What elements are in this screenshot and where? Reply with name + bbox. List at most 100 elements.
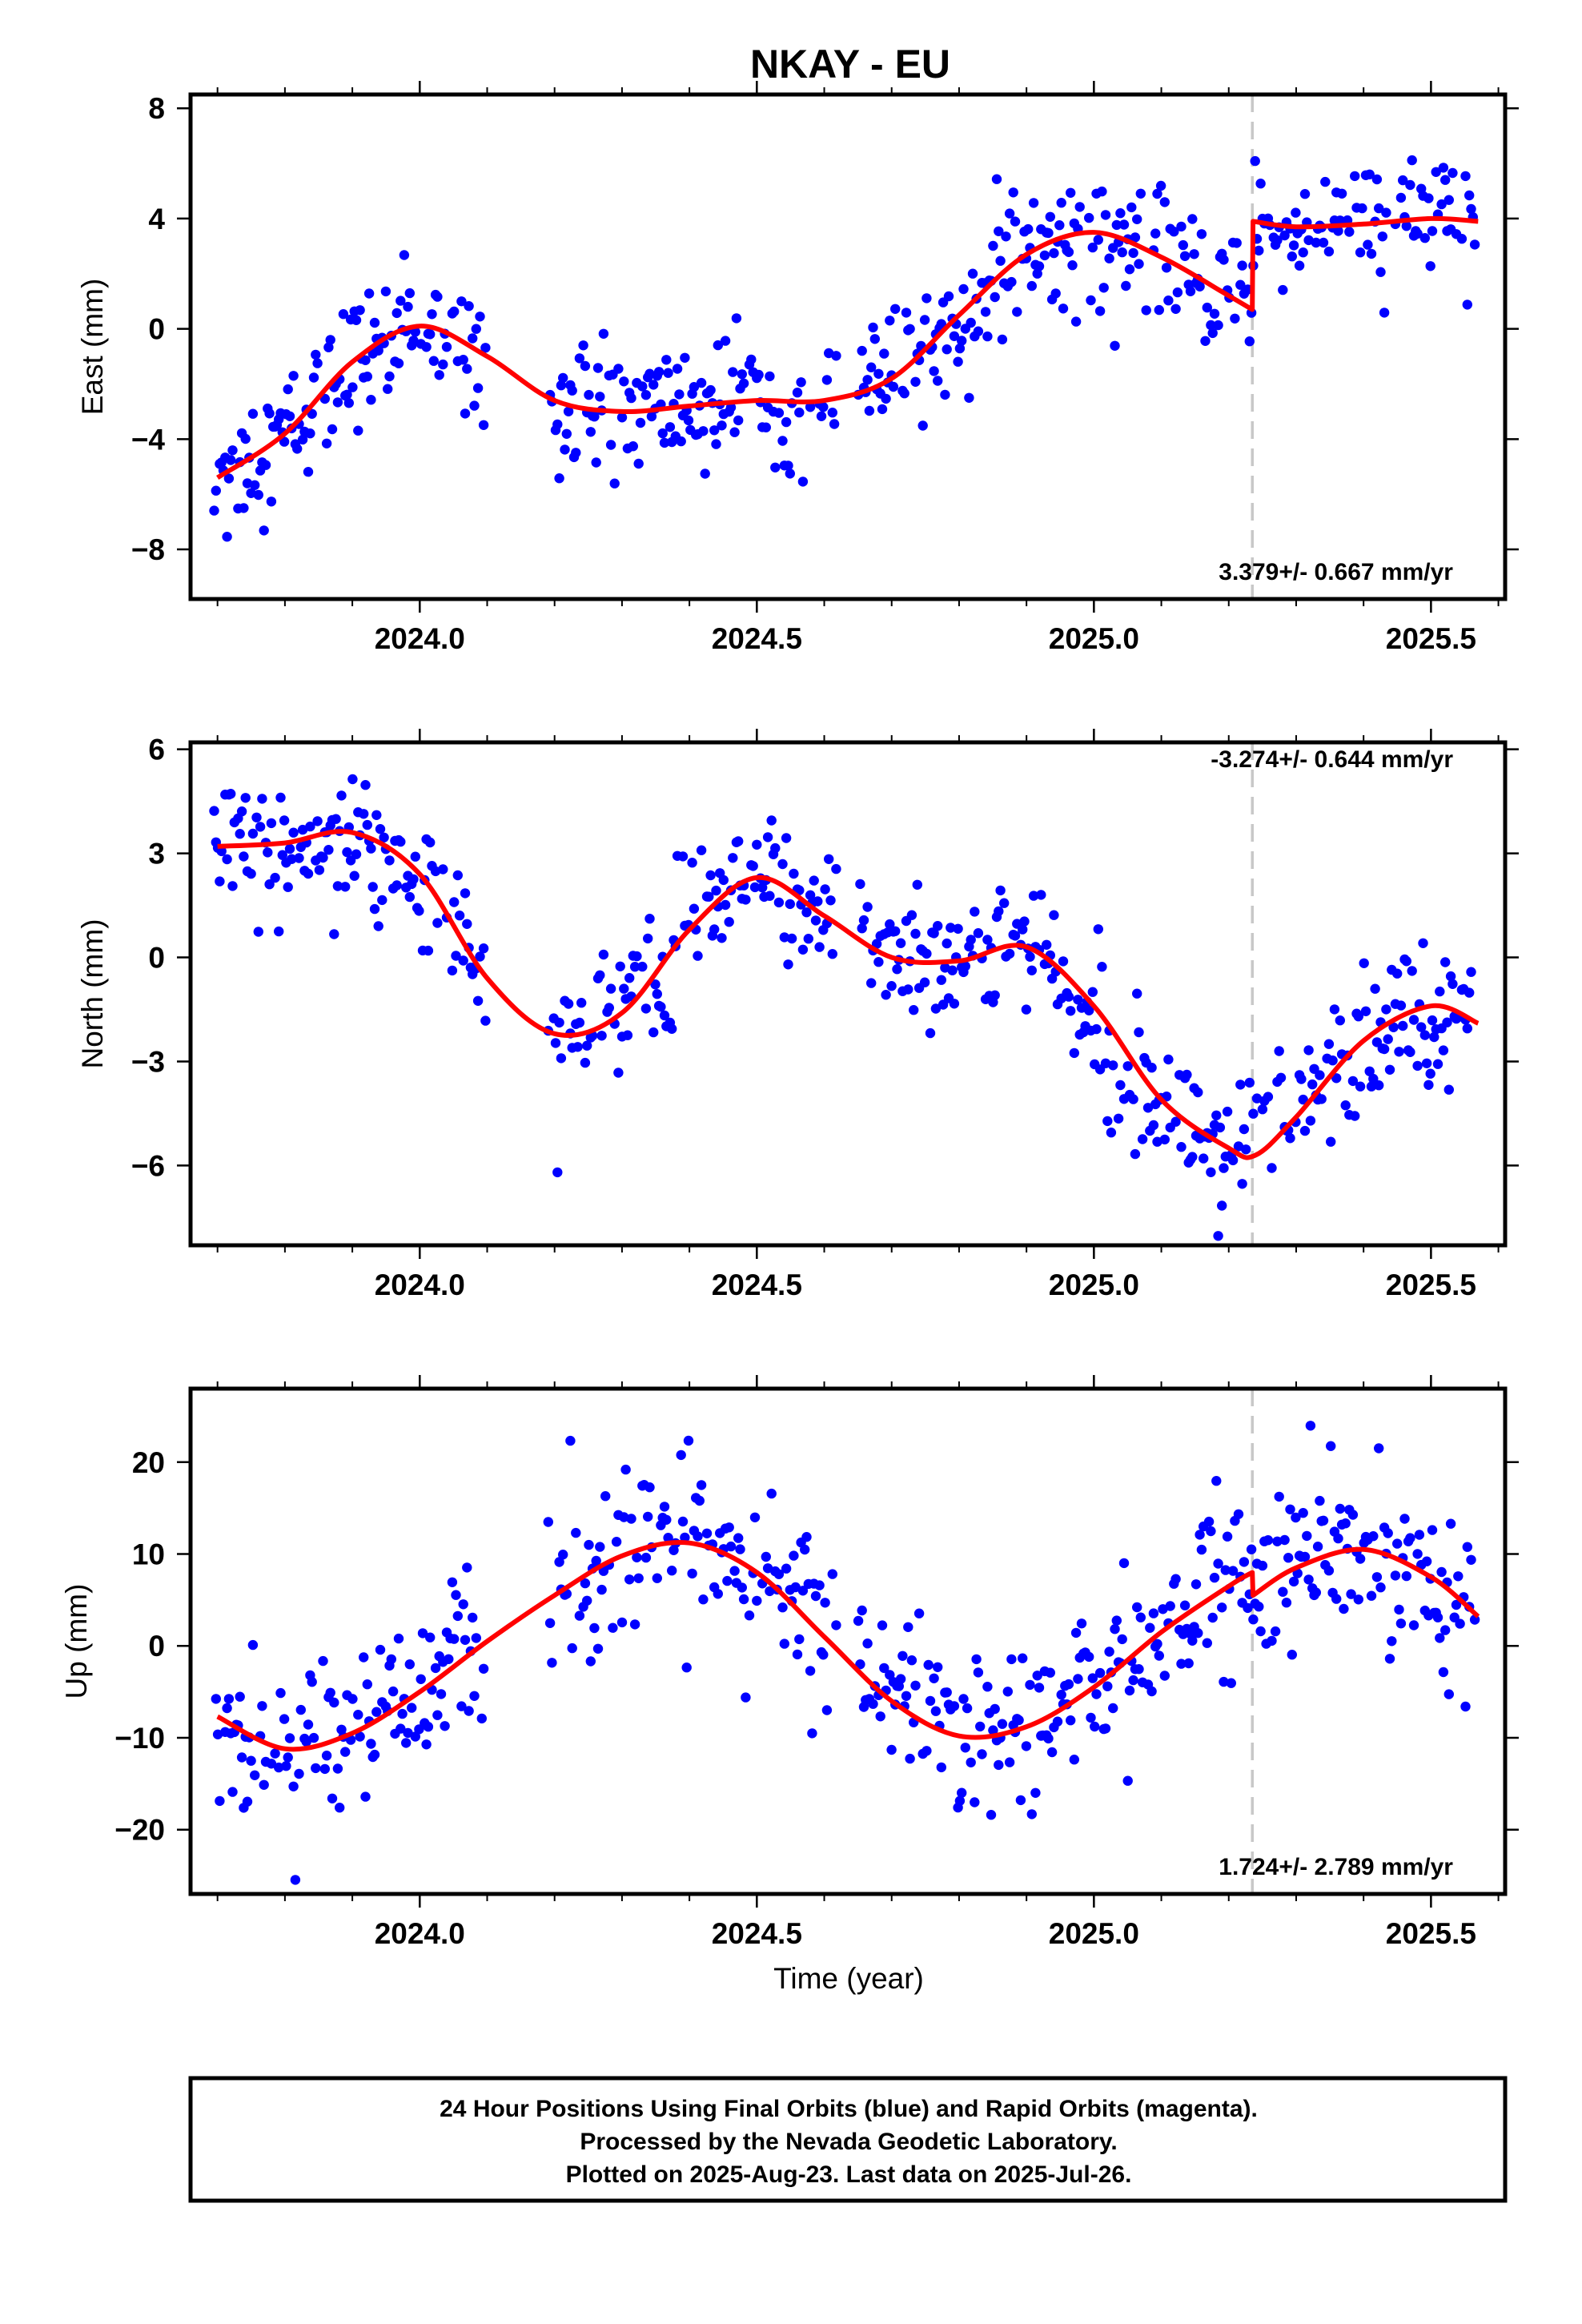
data-point — [696, 377, 707, 388]
data-point — [929, 366, 939, 376]
data-point — [1381, 207, 1391, 218]
data-point — [624, 1574, 635, 1585]
data-point — [1375, 267, 1386, 277]
data-point — [975, 1721, 986, 1732]
data-point — [749, 882, 761, 893]
data-point — [1375, 1582, 1386, 1593]
data-point — [694, 1495, 705, 1506]
data-point — [1323, 1566, 1335, 1576]
data-point — [366, 1739, 376, 1749]
data-point — [595, 392, 605, 402]
data-point — [396, 296, 406, 306]
data-point — [290, 1875, 301, 1885]
data-point — [990, 1703, 1000, 1715]
data-point — [615, 961, 625, 972]
data-point — [270, 1748, 280, 1759]
data-point — [790, 1582, 801, 1593]
y-axis-label: Up (mm) — [60, 1584, 93, 1699]
data-point — [644, 914, 655, 924]
data-point — [709, 924, 720, 935]
data-point — [1050, 288, 1061, 299]
data-point — [451, 1590, 461, 1600]
data-point — [1453, 1571, 1464, 1582]
data-point — [773, 408, 785, 418]
data-point — [447, 965, 458, 976]
data-point — [308, 372, 319, 383]
data-point — [235, 1691, 245, 1702]
data-point — [1244, 336, 1255, 347]
data-point — [633, 458, 644, 469]
data-point — [1015, 1795, 1026, 1806]
data-point — [1026, 1809, 1038, 1819]
data-point — [1387, 1636, 1397, 1647]
data-point — [1302, 1530, 1312, 1542]
data-point — [1353, 1011, 1364, 1022]
data-point — [1469, 239, 1480, 250]
data-point — [814, 1580, 825, 1590]
data-point — [1363, 239, 1373, 250]
data-point — [608, 1622, 618, 1633]
data-point — [611, 1537, 622, 1547]
data-point — [464, 1706, 474, 1716]
data-point — [279, 1714, 290, 1724]
data-point — [1165, 1601, 1175, 1611]
data-point — [1187, 214, 1198, 224]
data-point — [391, 880, 402, 891]
data-point — [301, 1736, 311, 1747]
data-point — [342, 846, 352, 858]
data-point — [1288, 240, 1299, 251]
data-point — [733, 415, 744, 426]
data-point — [318, 852, 328, 863]
data-point — [468, 333, 478, 344]
data-point — [761, 422, 771, 432]
data-point — [1421, 1556, 1432, 1566]
data-point — [362, 819, 372, 830]
data-point — [622, 1030, 633, 1040]
data-point — [246, 1755, 256, 1766]
data-point — [1460, 1701, 1471, 1712]
data-point — [628, 441, 638, 452]
x-tick-label: 2025.0 — [1049, 622, 1139, 655]
data-point — [1176, 1659, 1186, 1669]
data-point — [1388, 1022, 1399, 1033]
data-point — [868, 1699, 878, 1709]
data-point — [403, 301, 413, 312]
data-point — [1159, 1134, 1170, 1145]
data-point — [1246, 1544, 1257, 1554]
data-point — [1374, 1443, 1384, 1454]
data-point — [954, 343, 966, 354]
data-point — [910, 1680, 921, 1691]
data-point — [404, 287, 415, 299]
data-point — [1086, 295, 1096, 306]
data-point — [676, 1449, 686, 1461]
data-point — [680, 352, 690, 363]
data-point — [925, 1027, 936, 1039]
data-point — [677, 851, 689, 862]
data-point — [1193, 1628, 1203, 1638]
data-point — [266, 818, 277, 829]
data-point — [366, 395, 376, 405]
data-point — [425, 837, 436, 848]
data-point — [966, 935, 976, 945]
data-point — [476, 1713, 487, 1724]
data-point — [1202, 1638, 1213, 1648]
data-point — [598, 949, 609, 960]
data-point — [552, 1167, 563, 1178]
data-point — [619, 983, 629, 994]
data-point — [676, 436, 686, 447]
data-point — [899, 388, 909, 399]
data-point — [475, 951, 485, 962]
data-point — [1278, 284, 1288, 296]
data-point — [239, 503, 249, 513]
data-point — [423, 1722, 434, 1732]
data-point — [665, 422, 676, 432]
y-axis-label: East (mm) — [76, 279, 109, 416]
data-point — [626, 1514, 636, 1524]
data-point — [1272, 1536, 1283, 1547]
data-point — [879, 1663, 889, 1674]
data-point — [1025, 1679, 1035, 1691]
data-point — [1251, 1093, 1263, 1104]
data-point — [1263, 1535, 1274, 1546]
data-point — [1219, 255, 1229, 265]
data-point — [973, 928, 984, 939]
